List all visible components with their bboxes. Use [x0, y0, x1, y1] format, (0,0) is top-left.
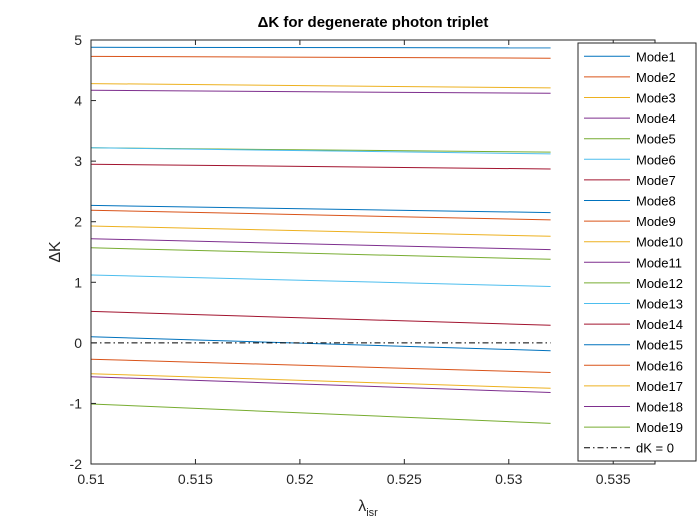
y-tick-label: 5 — [74, 32, 82, 48]
legend-entry-label: Mode13 — [636, 297, 683, 312]
legend-entry-label: Mode4 — [636, 111, 676, 126]
x-tick-label: 0.52 — [286, 471, 313, 487]
x-axis-label: λisr — [358, 498, 378, 519]
series-line-mode17 — [90, 373, 551, 389]
legend-entry-label: Mode19 — [636, 420, 683, 435]
legend-entry-label: Mode6 — [636, 152, 676, 167]
y-axis-label: ΔK — [47, 241, 64, 263]
legend-entry-label: Mode18 — [636, 400, 683, 415]
series-line-mode8 — [90, 204, 551, 214]
legend-entry-label: Mode8 — [636, 194, 676, 209]
y-tick-label: 3 — [74, 153, 82, 169]
legend-entry-label: dK = 0 — [636, 441, 674, 456]
legend-entry-label: Mode9 — [636, 214, 676, 229]
legend-entry-label: Mode17 — [636, 379, 683, 394]
x-axis-label-main: λ — [358, 498, 366, 515]
legend-entry-label: Mode2 — [636, 70, 676, 85]
x-tick-label: 0.535 — [596, 471, 631, 487]
legend-entry-label: Mode14 — [636, 317, 683, 332]
y-tick-label: 0 — [74, 335, 82, 351]
series-line-mode7 — [90, 163, 551, 170]
y-tick-label: 2 — [74, 214, 82, 230]
y-tick-label: 4 — [74, 93, 82, 109]
series-line-mode15 — [90, 336, 551, 352]
x-tick-label: 0.53 — [495, 471, 522, 487]
series-line-mode6 — [90, 147, 551, 155]
legend-entry-label: Mode11 — [636, 255, 682, 270]
series-line-mode18 — [90, 376, 551, 393]
legend-entry-label: Mode5 — [636, 132, 676, 147]
series-line-mode12 — [90, 247, 551, 260]
series-line-mode19 — [90, 403, 551, 424]
legend-entry-label: Mode7 — [636, 173, 676, 188]
series-line-mode11 — [90, 238, 551, 251]
legend: Mode1 Mode2 Mode3 Mode4 Mode5 Mode6 Mode7 Mode8… — [577, 42, 697, 462]
x-tick-label: 0.51 — [77, 471, 104, 487]
series-line-mode14 — [90, 310, 551, 326]
chart-title: ΔK for degenerate photon triplet — [258, 14, 489, 31]
plot-area — [91, 40, 655, 464]
series-line-mode3 — [90, 83, 551, 89]
series-line-mode1 — [90, 46, 551, 49]
series-line-mode2 — [90, 55, 551, 59]
legend-entry-label: Mode16 — [636, 358, 683, 373]
legend-box — [577, 42, 697, 462]
x-axis-label-subscript: isr — [366, 507, 378, 519]
x-tick-label: 0.525 — [387, 471, 422, 487]
series-layer — [90, 46, 551, 424]
y-tick-label: -2 — [70, 456, 83, 472]
series-line-mode13 — [90, 274, 551, 287]
series-line-mode9 — [90, 209, 551, 221]
series-line-mode10 — [90, 225, 551, 237]
legend-entry-label: Mode1 — [636, 49, 676, 64]
series-line-mode16 — [90, 358, 551, 373]
legend-entry-label: Mode12 — [636, 276, 683, 291]
axes-layer: 0.51 0.515 0.52 0.525 0.53 0.535 -2 -1 0 1 2 3 4 5 — [70, 32, 656, 487]
legend-entry-label: Mode15 — [636, 338, 683, 353]
series-line-mode4 — [90, 89, 551, 94]
y-tick-label: -1 — [70, 395, 83, 411]
x-tick-label: 0.515 — [178, 471, 213, 487]
y-tick-label: 1 — [74, 274, 82, 290]
legend-entry-label: Mode3 — [636, 91, 676, 106]
legend-entry-label: Mode10 — [636, 235, 683, 250]
